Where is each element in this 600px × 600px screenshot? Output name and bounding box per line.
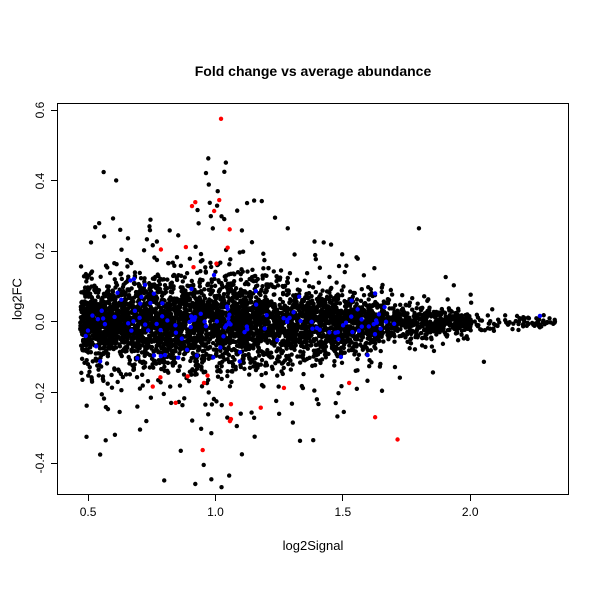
y-tick-label: -0.4	[33, 452, 47, 474]
scatter-canvas	[58, 104, 570, 496]
y-tick-mark	[51, 392, 57, 394]
y-tick-label: 0.0	[33, 313, 47, 331]
y-tick-mark	[51, 321, 57, 323]
y-tick-label: 0.6	[33, 101, 47, 119]
y-tick-label: 0.4	[33, 172, 47, 190]
x-tick-mark	[87, 495, 89, 501]
x-tick-mark	[342, 495, 344, 501]
y-tick-label: 0.2	[33, 242, 47, 260]
chart-title: Fold change vs average abundance	[194, 63, 432, 79]
x-tick-mark	[214, 495, 216, 501]
x-tick-label: 0.5	[79, 505, 97, 519]
x-tick-label: 1.0	[207, 505, 224, 519]
y-tick-mark	[51, 180, 57, 182]
x-tick-mark	[469, 495, 471, 501]
y-tick-mark	[51, 109, 57, 111]
plot-area	[57, 103, 570, 496]
y-axis-label: log2FC	[9, 278, 25, 320]
y-tick-mark	[51, 250, 57, 252]
y-tick-label: -0.2	[33, 382, 47, 403]
x-axis-label: log2Signal	[282, 538, 344, 553]
y-tick-mark	[51, 462, 57, 464]
x-tick-label: 2.0	[461, 505, 479, 519]
x-tick-label: 1.5	[334, 505, 352, 519]
